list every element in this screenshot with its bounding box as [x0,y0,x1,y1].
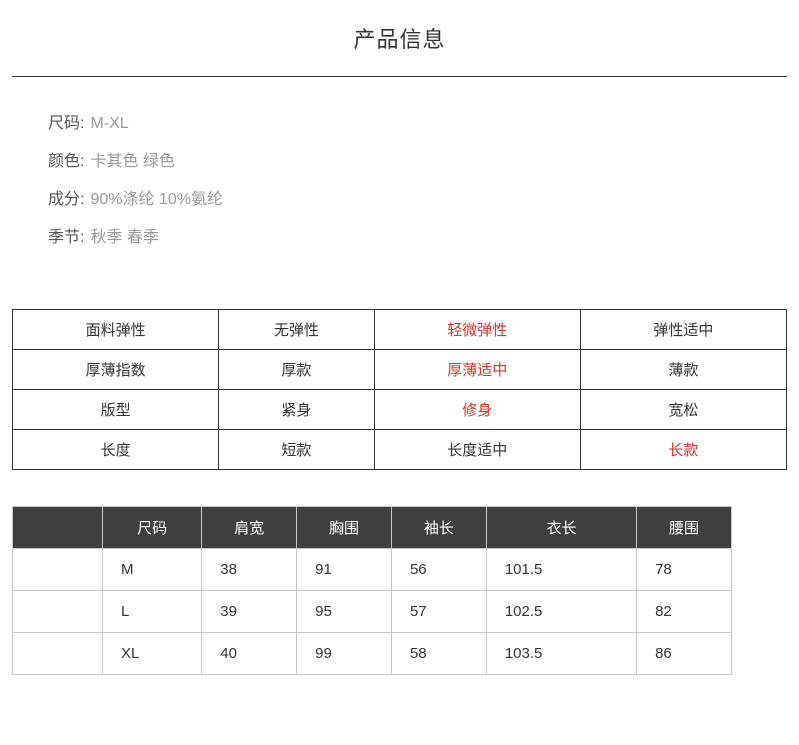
size-cell: M [103,549,202,591]
spec-row: 尺码: M-XL [48,109,799,133]
table-row: XL409958103.586 [13,633,732,675]
attribute-table: 面料弹性无弹性轻微弹性弹性适中厚薄指数厚款厚薄适中薄款版型紧身修身宽松长度短款长… [12,309,787,470]
size-cell [13,549,103,591]
spec-row: 颜色: 卡其色 绿色 [48,147,799,171]
spec-value-season: 秋季 春季 [90,223,158,247]
attr-cell: 弹性适中 [580,310,786,350]
size-cell: XL [103,633,202,675]
attr-cell: 紧身 [219,390,374,430]
size-cell: 103.5 [486,633,636,675]
page-title: 产品信息 [0,0,799,76]
size-header-cell: 尺码 [103,507,202,549]
size-cell: 86 [637,633,732,675]
size-table: 尺码肩宽胸围袖长衣长腰围M389156101.578L399557102.582… [12,506,732,675]
attr-cell: 厚薄适中 [374,350,580,390]
table-row: 面料弹性无弹性轻微弹性弹性适中 [13,310,787,350]
size-cell: 38 [202,549,297,591]
size-cell: 57 [391,591,486,633]
size-header-cell: 袖长 [391,507,486,549]
size-header-cell: 腰围 [637,507,732,549]
size-cell: 82 [637,591,732,633]
attr-cell: 宽松 [580,390,786,430]
spec-label-material: 成分: [48,185,84,209]
attr-cell: 厚款 [219,350,374,390]
size-cell: 78 [637,549,732,591]
size-cell: L [103,591,202,633]
table-row: M389156101.578 [13,549,732,591]
size-header-cell: 胸围 [297,507,392,549]
table-row: 版型紧身修身宽松 [13,390,787,430]
attr-cell: 长度适中 [374,430,580,470]
attr-cell: 修身 [374,390,580,430]
spec-value-material: 90%涤纶 10%氨纶 [90,185,223,209]
size-cell: 95 [297,591,392,633]
size-header-cell: 肩宽 [202,507,297,549]
size-cell: 40 [202,633,297,675]
attr-cell: 版型 [13,390,219,430]
size-cell: 102.5 [486,591,636,633]
attr-cell: 轻微弹性 [374,310,580,350]
spec-row: 季节: 秋季 春季 [48,223,799,247]
size-cell: 99 [297,633,392,675]
attr-cell: 长款 [580,430,786,470]
table-row: L399557102.582 [13,591,732,633]
attr-cell: 面料弹性 [13,310,219,350]
spec-label-season: 季节: [48,223,84,247]
spec-label-size: 尺码: [48,109,84,133]
spec-row: 成分: 90%涤纶 10%氨纶 [48,185,799,209]
size-cell: 91 [297,549,392,591]
attr-cell: 短款 [219,430,374,470]
attr-cell: 无弹性 [219,310,374,350]
size-cell: 58 [391,633,486,675]
size-cell [13,591,103,633]
table-row: 长度短款长度适中长款 [13,430,787,470]
table-row: 厚薄指数厚款厚薄适中薄款 [13,350,787,390]
size-cell: 101.5 [486,549,636,591]
spec-block: 尺码: M-XL 颜色: 卡其色 绿色 成分: 90%涤纶 10%氨纶 季节: … [0,77,799,289]
attr-cell: 薄款 [580,350,786,390]
size-cell: 56 [391,549,486,591]
size-cell: 39 [202,591,297,633]
spec-value-size: M-XL [90,115,128,133]
size-cell [13,633,103,675]
size-header-cell: 衣长 [486,507,636,549]
attr-cell: 厚薄指数 [13,350,219,390]
size-header-row: 尺码肩宽胸围袖长衣长腰围 [13,507,732,549]
size-header-cell [13,507,103,549]
spec-value-color: 卡其色 绿色 [90,147,174,171]
spec-label-color: 颜色: [48,147,84,171]
attr-cell: 长度 [13,430,219,470]
